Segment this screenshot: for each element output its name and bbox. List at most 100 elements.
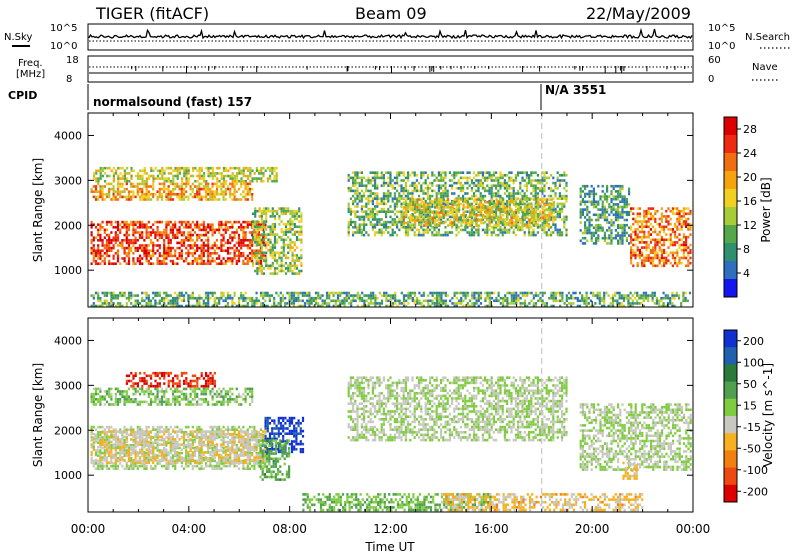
- power-cell: [300, 233, 303, 236]
- power-cell: [94, 187, 98, 191]
- power-cell: [119, 231, 122, 234]
- power-cell: [202, 185, 205, 188]
- power-cell: [515, 224, 518, 227]
- power-cell: [495, 194, 498, 198]
- power-cell: [367, 197, 370, 200]
- power-cell: [290, 299, 293, 303]
- freq-unit-label: [MHz]: [16, 69, 45, 80]
- power-cell: [396, 223, 399, 226]
- power-cell: [356, 174, 359, 177]
- power-cell: [371, 192, 374, 195]
- power-cell: [213, 190, 216, 193]
- noise-trace: [88, 27, 693, 42]
- power-cell: [451, 213, 454, 217]
- power-cell: [185, 257, 188, 260]
- power-cell: [238, 172, 241, 175]
- power-cell: [105, 294, 109, 297]
- power-cell: [413, 302, 417, 305]
- power-cell: [499, 213, 502, 216]
- power-cell: [121, 182, 124, 186]
- power-cell: [610, 197, 613, 201]
- power-cell: [147, 262, 150, 265]
- power-cell: [682, 243, 685, 247]
- power-cell: [187, 296, 190, 300]
- power-cell: [152, 185, 155, 188]
- power-cell: [601, 200, 604, 204]
- power-cell: [383, 294, 386, 297]
- power-cell: [191, 233, 194, 237]
- power-cell: [464, 181, 467, 185]
- power-cell: [160, 236, 164, 239]
- power-cell: [336, 291, 340, 295]
- power-cell: [280, 230, 283, 234]
- power-cell: [636, 238, 639, 242]
- power-cell: [663, 230, 666, 234]
- power-cell: [497, 194, 500, 198]
- power-cell: [543, 171, 546, 174]
- power-cell: [99, 252, 102, 255]
- power-cell: [132, 257, 135, 260]
- power-cell: [365, 189, 368, 193]
- power-cell: [669, 241, 672, 244]
- power-cell: [287, 230, 290, 234]
- power-cell: [222, 193, 225, 196]
- power-cell: [491, 216, 494, 220]
- power-cell: [621, 239, 624, 243]
- power-cell: [503, 181, 506, 185]
- power-cell: [435, 192, 438, 195]
- power-cell: [409, 203, 412, 207]
- power-cell: [473, 213, 476, 216]
- power-cell: [244, 220, 247, 224]
- power-cell: [586, 229, 589, 232]
- power-cell: [244, 166, 247, 170]
- power-cell: [446, 231, 449, 234]
- power-cell: [464, 192, 467, 195]
- power-cell: [665, 217, 668, 221]
- power-cell: [525, 213, 528, 216]
- power-cell: [256, 209, 259, 213]
- power-cell: [512, 189, 515, 193]
- power-cell: [645, 254, 648, 257]
- power-cell: [356, 181, 359, 185]
- power-cell: [654, 256, 657, 260]
- power-cell: [501, 231, 504, 234]
- power-cell: [380, 176, 383, 180]
- power-cell: [273, 238, 277, 242]
- power-cell: [552, 189, 555, 193]
- power-cell: [396, 304, 399, 308]
- power-cell: [581, 236, 584, 240]
- power-cell: [291, 259, 294, 262]
- power-cell: [251, 302, 254, 305]
- power-cell: [447, 203, 450, 207]
- power-cell: [354, 231, 357, 234]
- power-cell: [198, 294, 201, 297]
- power-cell: [671, 251, 674, 255]
- power-cell: [641, 238, 644, 242]
- power-cell: [259, 241, 263, 245]
- power-cell: [97, 252, 100, 255]
- power-cell: [240, 244, 243, 247]
- power-cell: [123, 195, 126, 199]
- power-cell: [207, 254, 210, 258]
- power-cell: [132, 262, 135, 265]
- power-cell: [248, 299, 252, 303]
- power-cell: [536, 194, 539, 198]
- power-cell: [398, 192, 401, 195]
- power-cell: [638, 215, 641, 218]
- power-cell: [405, 299, 408, 303]
- power-cell: [253, 302, 256, 305]
- power-cell: [455, 171, 458, 174]
- power-cell: [121, 241, 124, 245]
- power-cell: [558, 213, 561, 216]
- power-cell: [345, 299, 348, 303]
- power-cell: [150, 174, 153, 178]
- power-cell: [112, 302, 115, 305]
- power-cell: [647, 256, 650, 260]
- power-cell: [525, 184, 528, 187]
- power-cell: [592, 213, 595, 217]
- power-cell: [387, 194, 390, 198]
- power-cell: [139, 169, 142, 173]
- power-cell: [524, 206, 527, 209]
- power-cell: [289, 217, 292, 221]
- power-cell: [182, 239, 186, 242]
